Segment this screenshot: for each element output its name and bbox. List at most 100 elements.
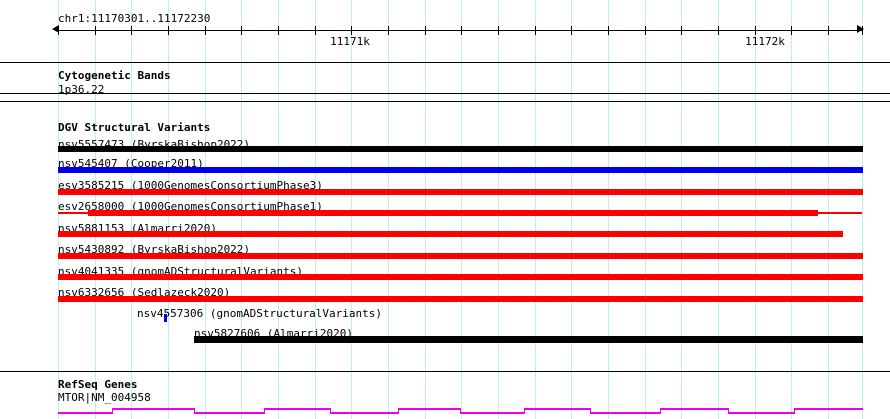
gene-exon-segment[interactable] bbox=[728, 412, 794, 414]
gene-exon-segment[interactable] bbox=[660, 408, 728, 410]
gridline bbox=[862, 0, 863, 419]
ruler-tick bbox=[498, 26, 499, 35]
gene-exon-segment[interactable] bbox=[398, 408, 460, 410]
ruler-tick bbox=[278, 26, 279, 35]
ruler-tick bbox=[315, 26, 316, 35]
gridline bbox=[278, 0, 279, 419]
ruler-left-arrow-icon bbox=[52, 25, 59, 33]
ruler-tick bbox=[241, 26, 242, 35]
gridline bbox=[681, 0, 682, 419]
ruler-tick bbox=[681, 26, 682, 35]
variant-track-bar[interactable] bbox=[58, 167, 863, 173]
coordinate-label: chr1:11170301..11172230 bbox=[58, 12, 211, 25]
ruler-tick bbox=[205, 26, 206, 35]
gridline bbox=[461, 0, 462, 419]
gene-exon-segment[interactable] bbox=[112, 408, 194, 410]
gene-exon-segment[interactable] bbox=[330, 412, 398, 414]
gene-exon-segment[interactable] bbox=[590, 412, 660, 414]
ruler-tick bbox=[608, 26, 609, 35]
gene-exon-segment[interactable] bbox=[524, 408, 590, 410]
variant-track-bar[interactable] bbox=[58, 189, 863, 195]
ruler-right-arrow-icon bbox=[857, 25, 864, 33]
gridline bbox=[95, 0, 96, 419]
gridline bbox=[498, 0, 499, 419]
refseq-gene-label[interactable]: MTOR|NM_004958 bbox=[58, 391, 151, 404]
gridline bbox=[205, 0, 206, 419]
gene-intron-connector bbox=[398, 408, 399, 414]
variant-track-bar[interactable] bbox=[164, 314, 167, 322]
gridline bbox=[608, 0, 609, 419]
section-separator-top bbox=[0, 62, 890, 63]
ruler-tick bbox=[828, 26, 829, 35]
gene-intron-connector bbox=[524, 408, 525, 414]
ruler-tick bbox=[571, 26, 572, 35]
ruler-tick-label: 11171k bbox=[330, 35, 370, 48]
gene-intron-connector bbox=[590, 408, 591, 414]
ruler-tick bbox=[95, 26, 96, 35]
gridline bbox=[388, 0, 389, 419]
gridline bbox=[168, 0, 169, 419]
gene-intron-connector bbox=[264, 408, 265, 414]
variant-track-bar[interactable] bbox=[58, 296, 863, 302]
gene-exon-segment[interactable] bbox=[194, 412, 264, 414]
ruler-axis-line bbox=[58, 30, 863, 31]
ruler-tick bbox=[862, 26, 863, 35]
variant-track-label[interactable]: nsv4557306 (gnomADStructuralVariants) bbox=[137, 307, 383, 320]
gridline bbox=[755, 0, 756, 419]
gridline bbox=[241, 0, 242, 419]
gene-exon-segment[interactable] bbox=[58, 412, 112, 414]
ruler-tick bbox=[131, 26, 132, 35]
section-separator-refseq bbox=[0, 371, 890, 372]
gene-intron-connector bbox=[330, 408, 331, 414]
ruler-tick bbox=[535, 26, 536, 35]
gene-exon-segment[interactable] bbox=[264, 408, 330, 410]
gridline bbox=[645, 0, 646, 419]
ruler-tick bbox=[461, 26, 462, 35]
variant-track-bar[interactable] bbox=[58, 146, 863, 152]
variant-track-bar[interactable] bbox=[58, 274, 863, 280]
variant-track-bar[interactable] bbox=[58, 253, 863, 259]
ruler-tick bbox=[168, 26, 169, 35]
gridline bbox=[425, 0, 426, 419]
gridline bbox=[535, 0, 536, 419]
ruler-tick-label: 11172k bbox=[745, 35, 785, 48]
gene-intron-connector bbox=[728, 408, 729, 414]
gridline bbox=[351, 0, 352, 419]
variant-track-label[interactable]: esv3585215 (1000GenomesConsortiumPhase3) bbox=[58, 179, 323, 192]
variant-track-label[interactable]: nsv5430892 (ByrskaBishop2022) bbox=[58, 243, 251, 256]
gene-intron-connector bbox=[112, 408, 113, 414]
ruler-tick bbox=[755, 26, 756, 35]
gridline bbox=[315, 0, 316, 419]
cytogenetic-bands-title: Cytogenetic Bands bbox=[58, 69, 171, 82]
ruler-tick bbox=[388, 26, 389, 35]
ruler-tick bbox=[58, 26, 59, 35]
variant-track-label[interactable]: esv2658000 (1000GenomesConsortiumPhase1) bbox=[58, 200, 323, 213]
dgv-section-title: DGV Structural Variants bbox=[58, 121, 211, 134]
variant-track-bar[interactable] bbox=[58, 231, 843, 237]
gene-intron-connector bbox=[460, 408, 461, 414]
ruler-tick bbox=[645, 26, 646, 35]
ruler-tick bbox=[791, 26, 792, 35]
gridline bbox=[828, 0, 829, 419]
cytoband-bar[interactable] bbox=[0, 93, 890, 94]
ruler-tick bbox=[718, 26, 719, 35]
gene-exon-segment[interactable] bbox=[794, 408, 863, 410]
gridline bbox=[571, 0, 572, 419]
cytoband-label[interactable]: 1p36.22 bbox=[58, 83, 105, 96]
gridline bbox=[58, 0, 59, 419]
gridline bbox=[718, 0, 719, 419]
gene-intron-connector bbox=[794, 408, 795, 414]
gene-intron-connector bbox=[194, 408, 195, 414]
section-separator-cytoband-bottom bbox=[0, 101, 890, 102]
variant-track-label[interactable]: nsv545407 (Cooper2011) bbox=[58, 157, 204, 170]
refseq-genes-title: RefSeq Genes bbox=[58, 378, 138, 391]
variant-track-bar[interactable] bbox=[194, 336, 863, 343]
ruler-tick bbox=[351, 26, 352, 35]
variant-track-bar[interactable] bbox=[88, 210, 818, 216]
variant-track-label[interactable]: nsv6332656 (Sedlazeck2020) bbox=[58, 286, 231, 299]
gene-intron-connector bbox=[660, 408, 661, 414]
ruler-tick bbox=[425, 26, 426, 35]
gene-exon-segment[interactable] bbox=[460, 412, 524, 414]
gridline bbox=[131, 0, 132, 419]
